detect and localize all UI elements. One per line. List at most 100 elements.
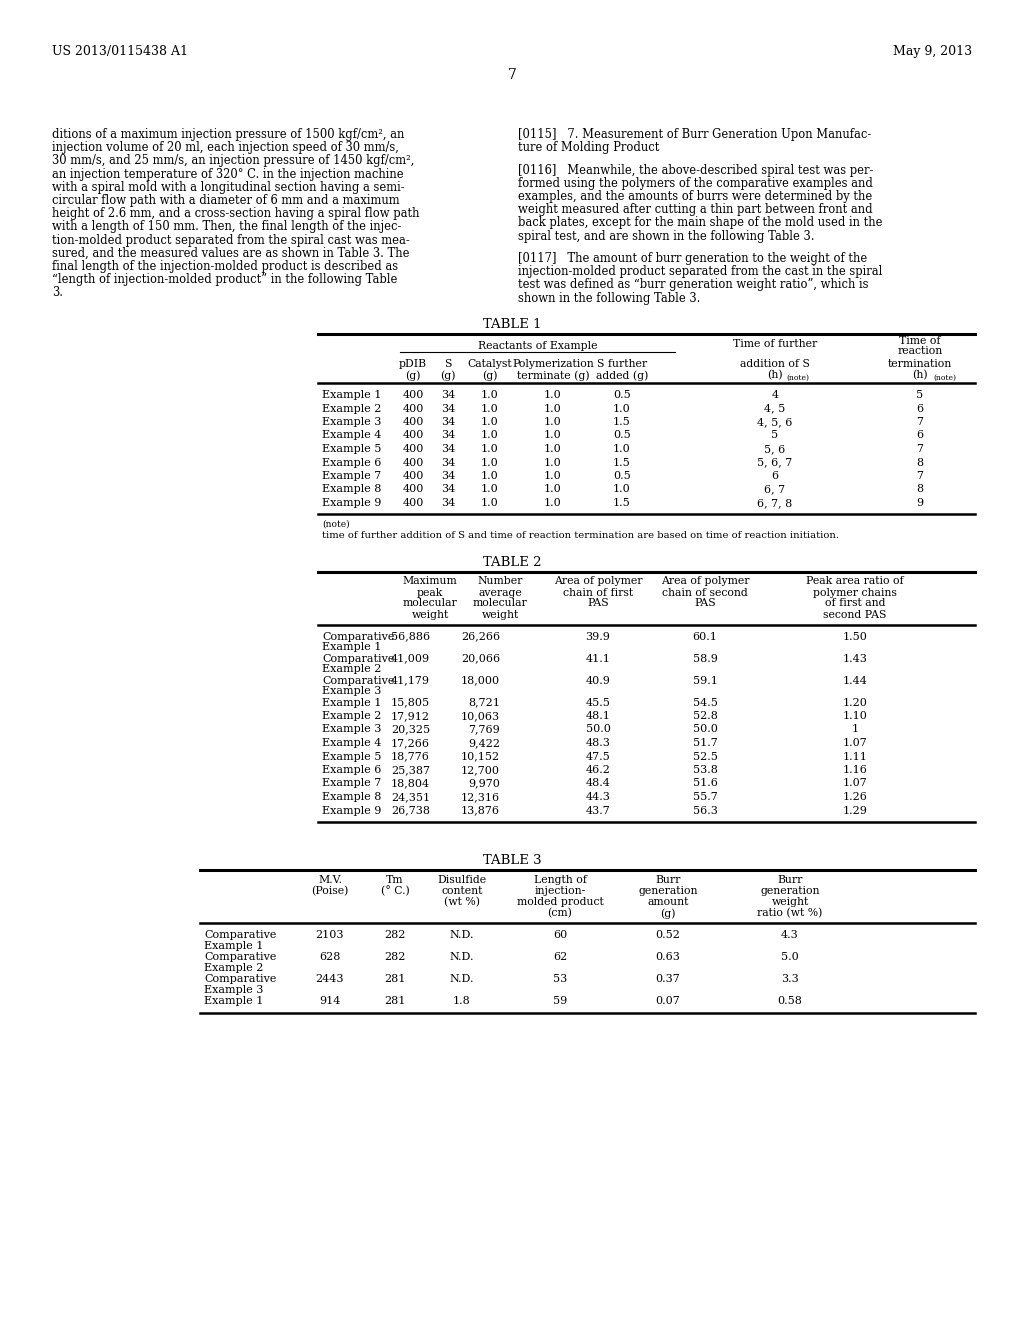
Text: Number: Number — [477, 577, 522, 586]
Text: 0.63: 0.63 — [655, 952, 680, 962]
Text: 1.0: 1.0 — [544, 498, 562, 508]
Text: 0.5: 0.5 — [613, 430, 631, 441]
Text: 5: 5 — [916, 389, 924, 400]
Text: 6: 6 — [916, 404, 924, 413]
Text: (wt %): (wt %) — [444, 898, 480, 907]
Text: 60: 60 — [553, 931, 567, 940]
Text: (g): (g) — [440, 370, 456, 380]
Text: 25,387: 25,387 — [391, 766, 430, 775]
Text: 34: 34 — [441, 458, 455, 467]
Text: 20,325: 20,325 — [391, 725, 430, 734]
Text: N.D.: N.D. — [450, 931, 474, 940]
Text: 12,316: 12,316 — [461, 792, 500, 803]
Text: terminate (g): terminate (g) — [517, 370, 590, 380]
Text: 1.0: 1.0 — [613, 444, 631, 454]
Text: 62: 62 — [553, 952, 567, 962]
Text: Comparative: Comparative — [322, 653, 394, 664]
Text: 18,804: 18,804 — [391, 779, 430, 788]
Text: 30 mm/s, and 25 mm/s, an injection pressure of 1450 kgf/cm²,: 30 mm/s, and 25 mm/s, an injection press… — [52, 154, 415, 168]
Text: 9,422: 9,422 — [468, 738, 500, 748]
Text: 1.0: 1.0 — [544, 484, 562, 495]
Text: peak: peak — [417, 587, 443, 598]
Text: 0.07: 0.07 — [655, 997, 680, 1006]
Text: termination: termination — [888, 359, 952, 370]
Text: (note): (note) — [322, 520, 349, 528]
Text: Example 5: Example 5 — [322, 751, 381, 762]
Text: Example 1: Example 1 — [322, 643, 381, 652]
Text: 40.9: 40.9 — [586, 676, 610, 685]
Text: Comparative: Comparative — [204, 952, 276, 962]
Text: Example 3: Example 3 — [322, 725, 381, 734]
Text: TABLE 2: TABLE 2 — [482, 556, 542, 569]
Text: 1.0: 1.0 — [544, 404, 562, 413]
Text: tion-molded product separated from the spiral cast was mea-: tion-molded product separated from the s… — [52, 234, 410, 247]
Text: 7: 7 — [916, 417, 924, 426]
Text: chain of first: chain of first — [563, 587, 633, 598]
Text: weight measured after cutting a thin part between front and: weight measured after cutting a thin par… — [518, 203, 872, 216]
Text: final length of the injection-molded product is described as: final length of the injection-molded pro… — [52, 260, 398, 273]
Text: 914: 914 — [319, 997, 341, 1006]
Text: Example 7: Example 7 — [322, 471, 381, 480]
Text: added (g): added (g) — [596, 370, 648, 380]
Text: 12,700: 12,700 — [461, 766, 500, 775]
Text: Example 1: Example 1 — [322, 389, 381, 400]
Text: (h): (h) — [767, 370, 782, 380]
Text: formed using the polymers of the comparative examples and: formed using the polymers of the compara… — [518, 177, 872, 190]
Text: 7,769: 7,769 — [468, 725, 500, 734]
Text: 59.1: 59.1 — [692, 676, 718, 685]
Text: 45.5: 45.5 — [586, 697, 610, 708]
Text: 39.9: 39.9 — [586, 631, 610, 642]
Text: 1.0: 1.0 — [481, 389, 499, 400]
Text: Tm: Tm — [386, 875, 403, 884]
Text: 1.44: 1.44 — [843, 676, 867, 685]
Text: 55.7: 55.7 — [692, 792, 718, 803]
Text: back plates, except for the main shape of the mold used in the: back plates, except for the main shape o… — [518, 216, 883, 230]
Text: 2443: 2443 — [315, 974, 344, 983]
Text: 4.3: 4.3 — [781, 931, 799, 940]
Text: Example 5: Example 5 — [322, 444, 381, 454]
Text: 9: 9 — [916, 498, 924, 508]
Text: Burr: Burr — [777, 875, 803, 884]
Text: 5.0: 5.0 — [781, 952, 799, 962]
Text: 54.5: 54.5 — [692, 697, 718, 708]
Text: Catalyst: Catalyst — [468, 359, 512, 370]
Text: Example 2: Example 2 — [322, 711, 381, 721]
Text: 1.43: 1.43 — [843, 653, 867, 664]
Text: 1.20: 1.20 — [843, 697, 867, 708]
Text: sured, and the measured values are as shown in Table 3. The: sured, and the measured values are as sh… — [52, 247, 410, 260]
Text: 1.0: 1.0 — [481, 471, 499, 480]
Text: 1.0: 1.0 — [481, 458, 499, 467]
Text: 6: 6 — [771, 471, 778, 480]
Text: 44.3: 44.3 — [586, 792, 610, 803]
Text: (Poise): (Poise) — [311, 886, 349, 896]
Text: (note): (note) — [786, 374, 809, 381]
Text: 26,266: 26,266 — [461, 631, 500, 642]
Text: 41,179: 41,179 — [391, 676, 430, 685]
Text: 18,776: 18,776 — [391, 751, 430, 762]
Text: an injection temperature of 320° C. in the injection machine: an injection temperature of 320° C. in t… — [52, 168, 403, 181]
Text: Example 3: Example 3 — [204, 985, 263, 995]
Text: 56,886: 56,886 — [391, 631, 430, 642]
Text: with a length of 150 mm. Then, the final length of the injec-: with a length of 150 mm. Then, the final… — [52, 220, 401, 234]
Text: second PAS: second PAS — [823, 610, 887, 619]
Text: Example 3: Example 3 — [322, 686, 381, 697]
Text: Time of: Time of — [899, 337, 941, 346]
Text: 3.3: 3.3 — [781, 974, 799, 983]
Text: 1.0: 1.0 — [481, 444, 499, 454]
Text: ture of Molding Product: ture of Molding Product — [518, 141, 659, 154]
Text: 1.0: 1.0 — [481, 484, 499, 495]
Text: 282: 282 — [384, 952, 406, 962]
Text: Area of polymer: Area of polymer — [554, 577, 642, 586]
Text: 8,721: 8,721 — [468, 697, 500, 708]
Text: 8: 8 — [916, 458, 924, 467]
Text: ratio (wt %): ratio (wt %) — [758, 908, 822, 919]
Text: 1.0: 1.0 — [481, 430, 499, 441]
Text: ditions of a maximum injection pressure of 1500 kgf/cm², an: ditions of a maximum injection pressure … — [52, 128, 404, 141]
Text: 1.0: 1.0 — [481, 498, 499, 508]
Text: 0.52: 0.52 — [655, 931, 680, 940]
Text: Example 3: Example 3 — [322, 417, 381, 426]
Text: Polymerization: Polymerization — [512, 359, 594, 370]
Text: S further: S further — [597, 359, 647, 370]
Text: 1.29: 1.29 — [843, 805, 867, 816]
Text: 18,000: 18,000 — [461, 676, 500, 685]
